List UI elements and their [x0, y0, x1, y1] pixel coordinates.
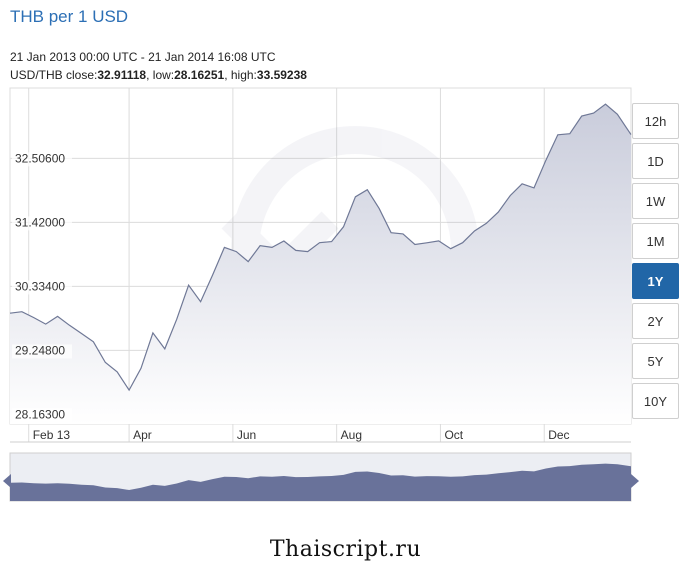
y-tick-label: 32.50600: [15, 151, 65, 165]
range-button-1y[interactable]: 1Y: [632, 263, 679, 299]
site-watermark: Thaiscript.ru: [269, 537, 422, 562]
x-tick-label: Apr: [133, 428, 152, 442]
navigator-left-handle[interactable]: [3, 474, 11, 488]
range-button-12h[interactable]: 12h: [632, 103, 679, 139]
y-tick-bg: [12, 344, 72, 359]
range-button-2y[interactable]: 2Y: [632, 303, 679, 339]
high-label: high:: [230, 68, 257, 82]
y-tick-bg: [12, 152, 72, 167]
range-button-1w[interactable]: 1W: [632, 183, 679, 219]
x-tick-label: Dec: [548, 428, 569, 442]
y-tick-label: 31.42000: [15, 215, 65, 229]
x-axis: Feb 13 Apr Jun Aug Oct Dec: [10, 428, 631, 443]
price-stats: USD/THB close:32.91118, low:28.16251, hi…: [10, 68, 307, 82]
range-button-1d[interactable]: 1D: [632, 143, 679, 179]
navigator-right-handle[interactable]: [631, 474, 639, 488]
x-tick-label: Oct: [444, 428, 463, 442]
exchange-rate-chart: 32.50600 31.42000 30.33400 29.24800 28.16300…: [3, 87, 639, 502]
y-axis: 32.50600 31.42000 30.33400 29.24800 28.16300: [12, 151, 72, 423]
x-tick-label: Aug: [341, 428, 362, 442]
range-button-10y[interactable]: 10Y: [632, 383, 679, 419]
y-tick-label: 29.24800: [15, 343, 65, 357]
series-line: [9, 103, 632, 392]
x-tick-label: Jun: [237, 428, 256, 442]
y-tick-bg: [12, 280, 72, 295]
chart-title: THB per 1 USD: [10, 7, 129, 26]
y-tick-bg: [12, 408, 72, 423]
x-tick-label: Feb 13: [33, 428, 71, 442]
low-label: low:: [152, 68, 175, 82]
y-tick-label: 28.16300: [15, 407, 65, 421]
y-tick-bg: [12, 216, 72, 231]
close-label: close:: [66, 68, 98, 82]
low-value: 28.16251: [174, 68, 225, 82]
high-value: 33.59238: [256, 68, 307, 82]
date-range-label: 21 Jan 2013 00:00 UTC - 21 Jan 2014 16:0…: [10, 50, 276, 64]
pair-label: USD/THB: [10, 68, 63, 82]
y-tick-label: 30.33400: [15, 279, 65, 293]
close-value: 32.91118: [97, 68, 147, 82]
navigator-area: [10, 463, 631, 501]
range-button-1m[interactable]: 1M: [632, 223, 679, 259]
range-button-5y[interactable]: 5Y: [632, 343, 679, 379]
area-fill: [10, 104, 631, 424]
